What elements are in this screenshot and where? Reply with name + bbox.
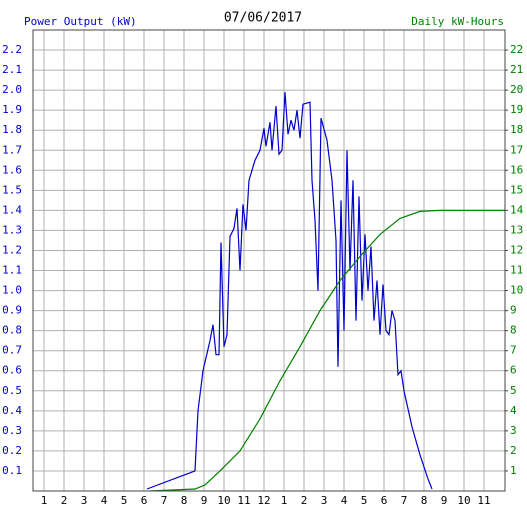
x-tick-label: 3 xyxy=(321,494,328,507)
x-tick-label: 9 xyxy=(201,494,208,507)
y-tick-label: 1.8 xyxy=(2,123,22,136)
y2-tick-label: 3 xyxy=(510,424,517,437)
y2-tick-label: 15 xyxy=(510,183,523,196)
x-tick-label: 10 xyxy=(217,494,230,507)
y2-tick-label: 20 xyxy=(510,83,523,96)
y2-tick-label: 14 xyxy=(510,203,524,216)
y2-tick-label: 7 xyxy=(510,344,517,357)
y-tick-label: 1.0 xyxy=(2,284,22,297)
y-tick-label: 0.9 xyxy=(2,304,22,317)
y-tick-label: 1.3 xyxy=(2,223,22,236)
x-tick-label: 6 xyxy=(381,494,388,507)
x-tick-label: 11 xyxy=(237,494,250,507)
y2-tick-label: 13 xyxy=(510,223,523,236)
y-axis-label: Power Output (kW) xyxy=(24,15,137,28)
series-line xyxy=(146,92,433,490)
chart-title: 07/06/2017 xyxy=(224,11,302,26)
y-tick-label: 0.8 xyxy=(2,324,22,337)
y-tick-label: 0.2 xyxy=(2,444,22,457)
x-tick-label: 11 xyxy=(477,494,490,507)
x-tick-label: 3 xyxy=(81,494,88,507)
x-tick-label: 5 xyxy=(361,494,368,507)
x-tick-label: 7 xyxy=(161,494,168,507)
y-tick-label: 0.3 xyxy=(2,424,22,437)
y-tick-label: 2.0 xyxy=(2,83,22,96)
x-tick-label: 5 xyxy=(121,494,128,507)
y-tick-label: 1.1 xyxy=(2,264,22,277)
y-tick-label: 1.6 xyxy=(2,163,22,176)
y2-tick-label: 22 xyxy=(510,43,523,56)
y2-tick-label: 17 xyxy=(510,143,523,156)
x-tick-label: 2 xyxy=(61,494,68,507)
x-tick-label: 7 xyxy=(401,494,408,507)
grid xyxy=(33,30,505,491)
y2-tick-label: 6 xyxy=(510,364,517,377)
lines xyxy=(146,92,505,492)
x-tick-label: 4 xyxy=(341,494,348,507)
y2-tick-label: 10 xyxy=(510,284,523,297)
y2-tick-label: 5 xyxy=(510,384,517,397)
y-tick-label: 0.5 xyxy=(2,384,22,397)
y-tick-label: 1.5 xyxy=(2,183,22,196)
x-tick-label: 1 xyxy=(41,494,48,507)
x-tick-label: 1 xyxy=(281,494,288,507)
x-tick-label: 9 xyxy=(441,494,448,507)
y2-tick-label: 1 xyxy=(510,464,517,477)
y2-tick-label: 8 xyxy=(510,324,517,337)
x-tick-label: 10 xyxy=(457,494,470,507)
y-tick-label: 1.2 xyxy=(2,243,22,256)
series-line xyxy=(149,209,505,492)
y2-tick-label: 9 xyxy=(510,304,517,317)
y2-tick-label: 2 xyxy=(510,444,517,457)
y2-tick-label: 16 xyxy=(510,163,523,176)
y2-tick-label: 21 xyxy=(510,63,523,76)
x-tick-label: 8 xyxy=(181,494,188,507)
x-tick-label: 6 xyxy=(141,494,148,507)
y-tick-label: 1.9 xyxy=(2,103,22,116)
y-tick-label: 0.1 xyxy=(2,464,22,477)
plot-frame xyxy=(32,29,506,492)
x-tick-label: 8 xyxy=(421,494,428,507)
y-tick-label: 2.1 xyxy=(2,63,22,76)
y-tick-label: 0.6 xyxy=(2,364,22,377)
y2-tick-label: 11 xyxy=(510,264,523,277)
y-tick-label: 2.2 xyxy=(2,43,22,56)
y-tick-label: 0.7 xyxy=(2,344,22,357)
y-tick-label: 1.7 xyxy=(2,143,22,156)
x-tick-label: 12 xyxy=(257,494,270,507)
y-tick-label: 1.4 xyxy=(2,203,22,216)
y2-tick-label: 18 xyxy=(510,123,523,136)
y-tick-label: 0.4 xyxy=(2,404,22,417)
x-tick-label: 2 xyxy=(301,494,308,507)
y2-tick-label: 19 xyxy=(510,103,523,116)
x-tick-label: 4 xyxy=(101,494,108,507)
y2-axis-label: Daily kW-Hours xyxy=(411,15,504,28)
y2-tick-label: 12 xyxy=(510,243,523,256)
y2-tick-label: 4 xyxy=(510,404,517,417)
